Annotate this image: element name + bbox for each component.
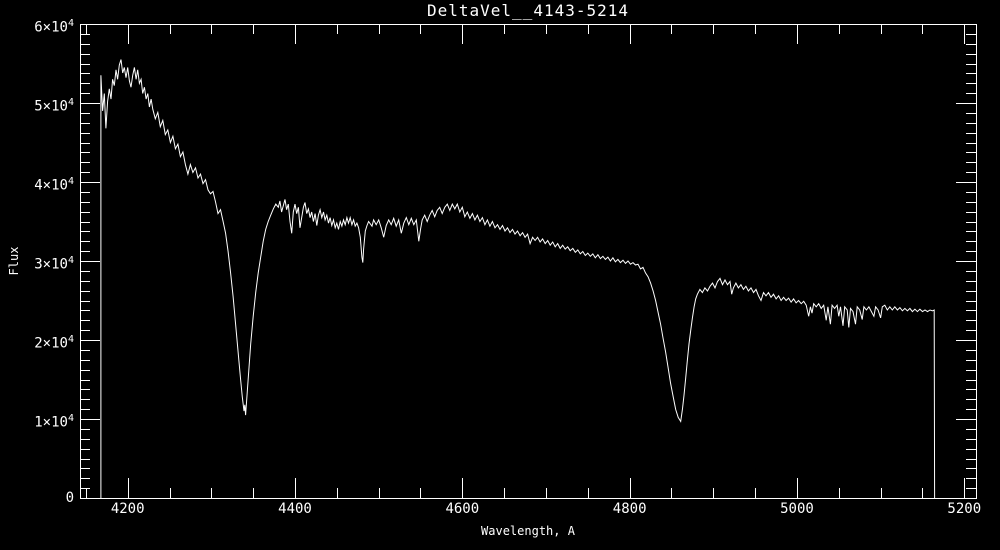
x-tick-label: 5200 bbox=[947, 501, 982, 517]
y-tick-label: 2×104 bbox=[34, 334, 74, 352]
x-tick-label: 4600 bbox=[445, 501, 480, 517]
y-axis-label: Flux bbox=[7, 246, 21, 276]
x-axis-label: Wavelength, A bbox=[481, 524, 575, 538]
x-tick-label: 4200 bbox=[110, 501, 145, 517]
y-tick-label: 3×104 bbox=[34, 255, 74, 273]
x-tick-label: 5000 bbox=[780, 501, 814, 517]
y-tick-label: 6×104 bbox=[34, 18, 74, 36]
y-tick-label: 5×104 bbox=[34, 97, 74, 115]
spectrum-trace bbox=[100, 59, 936, 499]
y-tick-label: 4×104 bbox=[34, 176, 74, 194]
y-tick-label: 0 bbox=[65, 490, 74, 506]
x-tick-label: 4400 bbox=[278, 501, 312, 517]
plot-frame bbox=[80, 24, 977, 499]
x-tick-label: 4800 bbox=[612, 501, 647, 517]
y-tick-label: 1×104 bbox=[34, 413, 74, 431]
plot-title: DeltaVel__4143-5214 bbox=[426, 1, 630, 20]
